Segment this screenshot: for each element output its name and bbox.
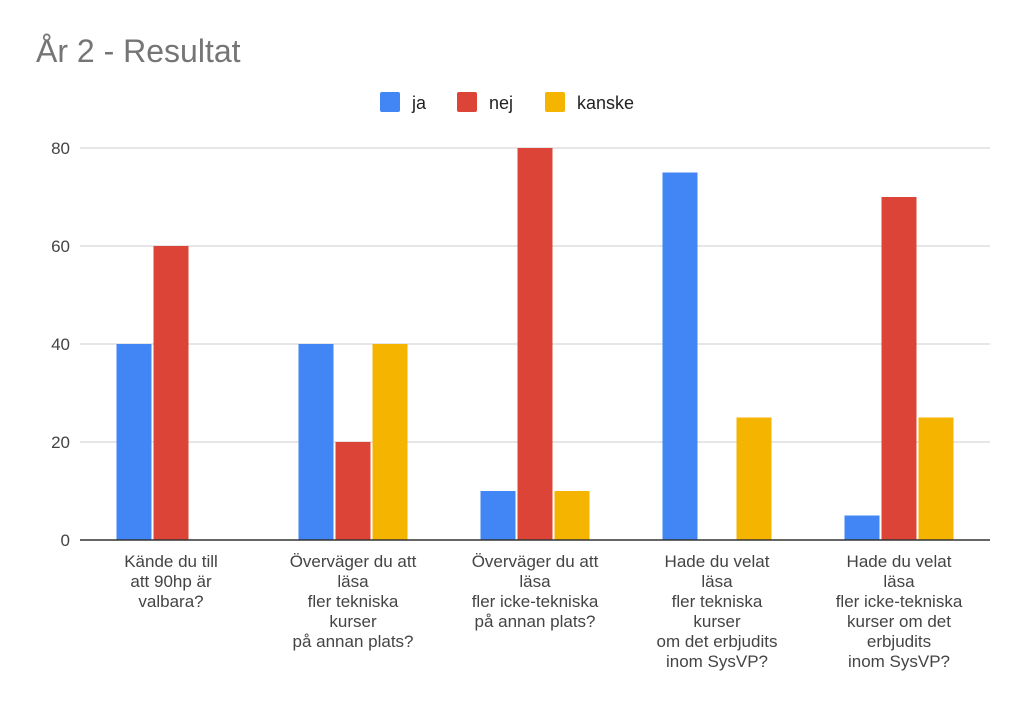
y-tick-label-0: 0 <box>61 531 70 550</box>
bar-nej-1 <box>153 246 189 540</box>
x-category-label-5: Hade du velat läsa fler icke-tekniska kurse… <box>836 552 963 671</box>
y-tick-label-40: 40 <box>51 335 70 354</box>
y-tick-label-60: 60 <box>51 237 70 256</box>
x-category-label-1: Kände du till att 90hp är valbara? <box>124 552 218 611</box>
bar-kanske-3 <box>554 491 590 540</box>
chart-title: År 2 - Resultat <box>36 33 241 69</box>
legend-swatch-ja <box>380 92 400 112</box>
bars <box>116 148 954 540</box>
legend-swatch-kanske <box>545 92 565 112</box>
x-category-label-4: Hade du velat läsa fler tekniska kurser om d… <box>657 552 778 671</box>
bar-ja-1 <box>116 344 152 540</box>
legend-swatch-nej <box>457 92 477 112</box>
x-category-label-2: Överväger du att läsa fler tekniska kurser p… <box>290 552 417 651</box>
bar-nej-3 <box>517 148 553 540</box>
y-tick-label-20: 20 <box>51 433 70 452</box>
legend-label-ja: ja <box>411 93 427 113</box>
legend-label-kanske: kanske <box>577 93 634 113</box>
bar-ja-3 <box>480 491 516 540</box>
bar-nej-5 <box>881 197 917 540</box>
bar-kanske-5 <box>918 417 954 540</box>
bar-nej-2 <box>335 442 371 540</box>
bar-kanske-2 <box>372 344 408 540</box>
x-axis: Kände du till att 90hp är valbara? Överväge… <box>80 539 990 671</box>
bar-kanske-4 <box>736 417 772 540</box>
legend: ja nej kanske <box>380 92 634 113</box>
bar-ja-2 <box>298 344 334 540</box>
y-tick-label-80: 80 <box>51 139 70 158</box>
legend-label-nej: nej <box>489 93 513 113</box>
y-axis: 0 20 40 60 80 <box>51 139 70 550</box>
bar-ja-5 <box>844 515 880 540</box>
x-category-label-3: Överväger du att läsa fler icke-tekniska på… <box>472 552 599 631</box>
bar-ja-4 <box>662 172 698 540</box>
